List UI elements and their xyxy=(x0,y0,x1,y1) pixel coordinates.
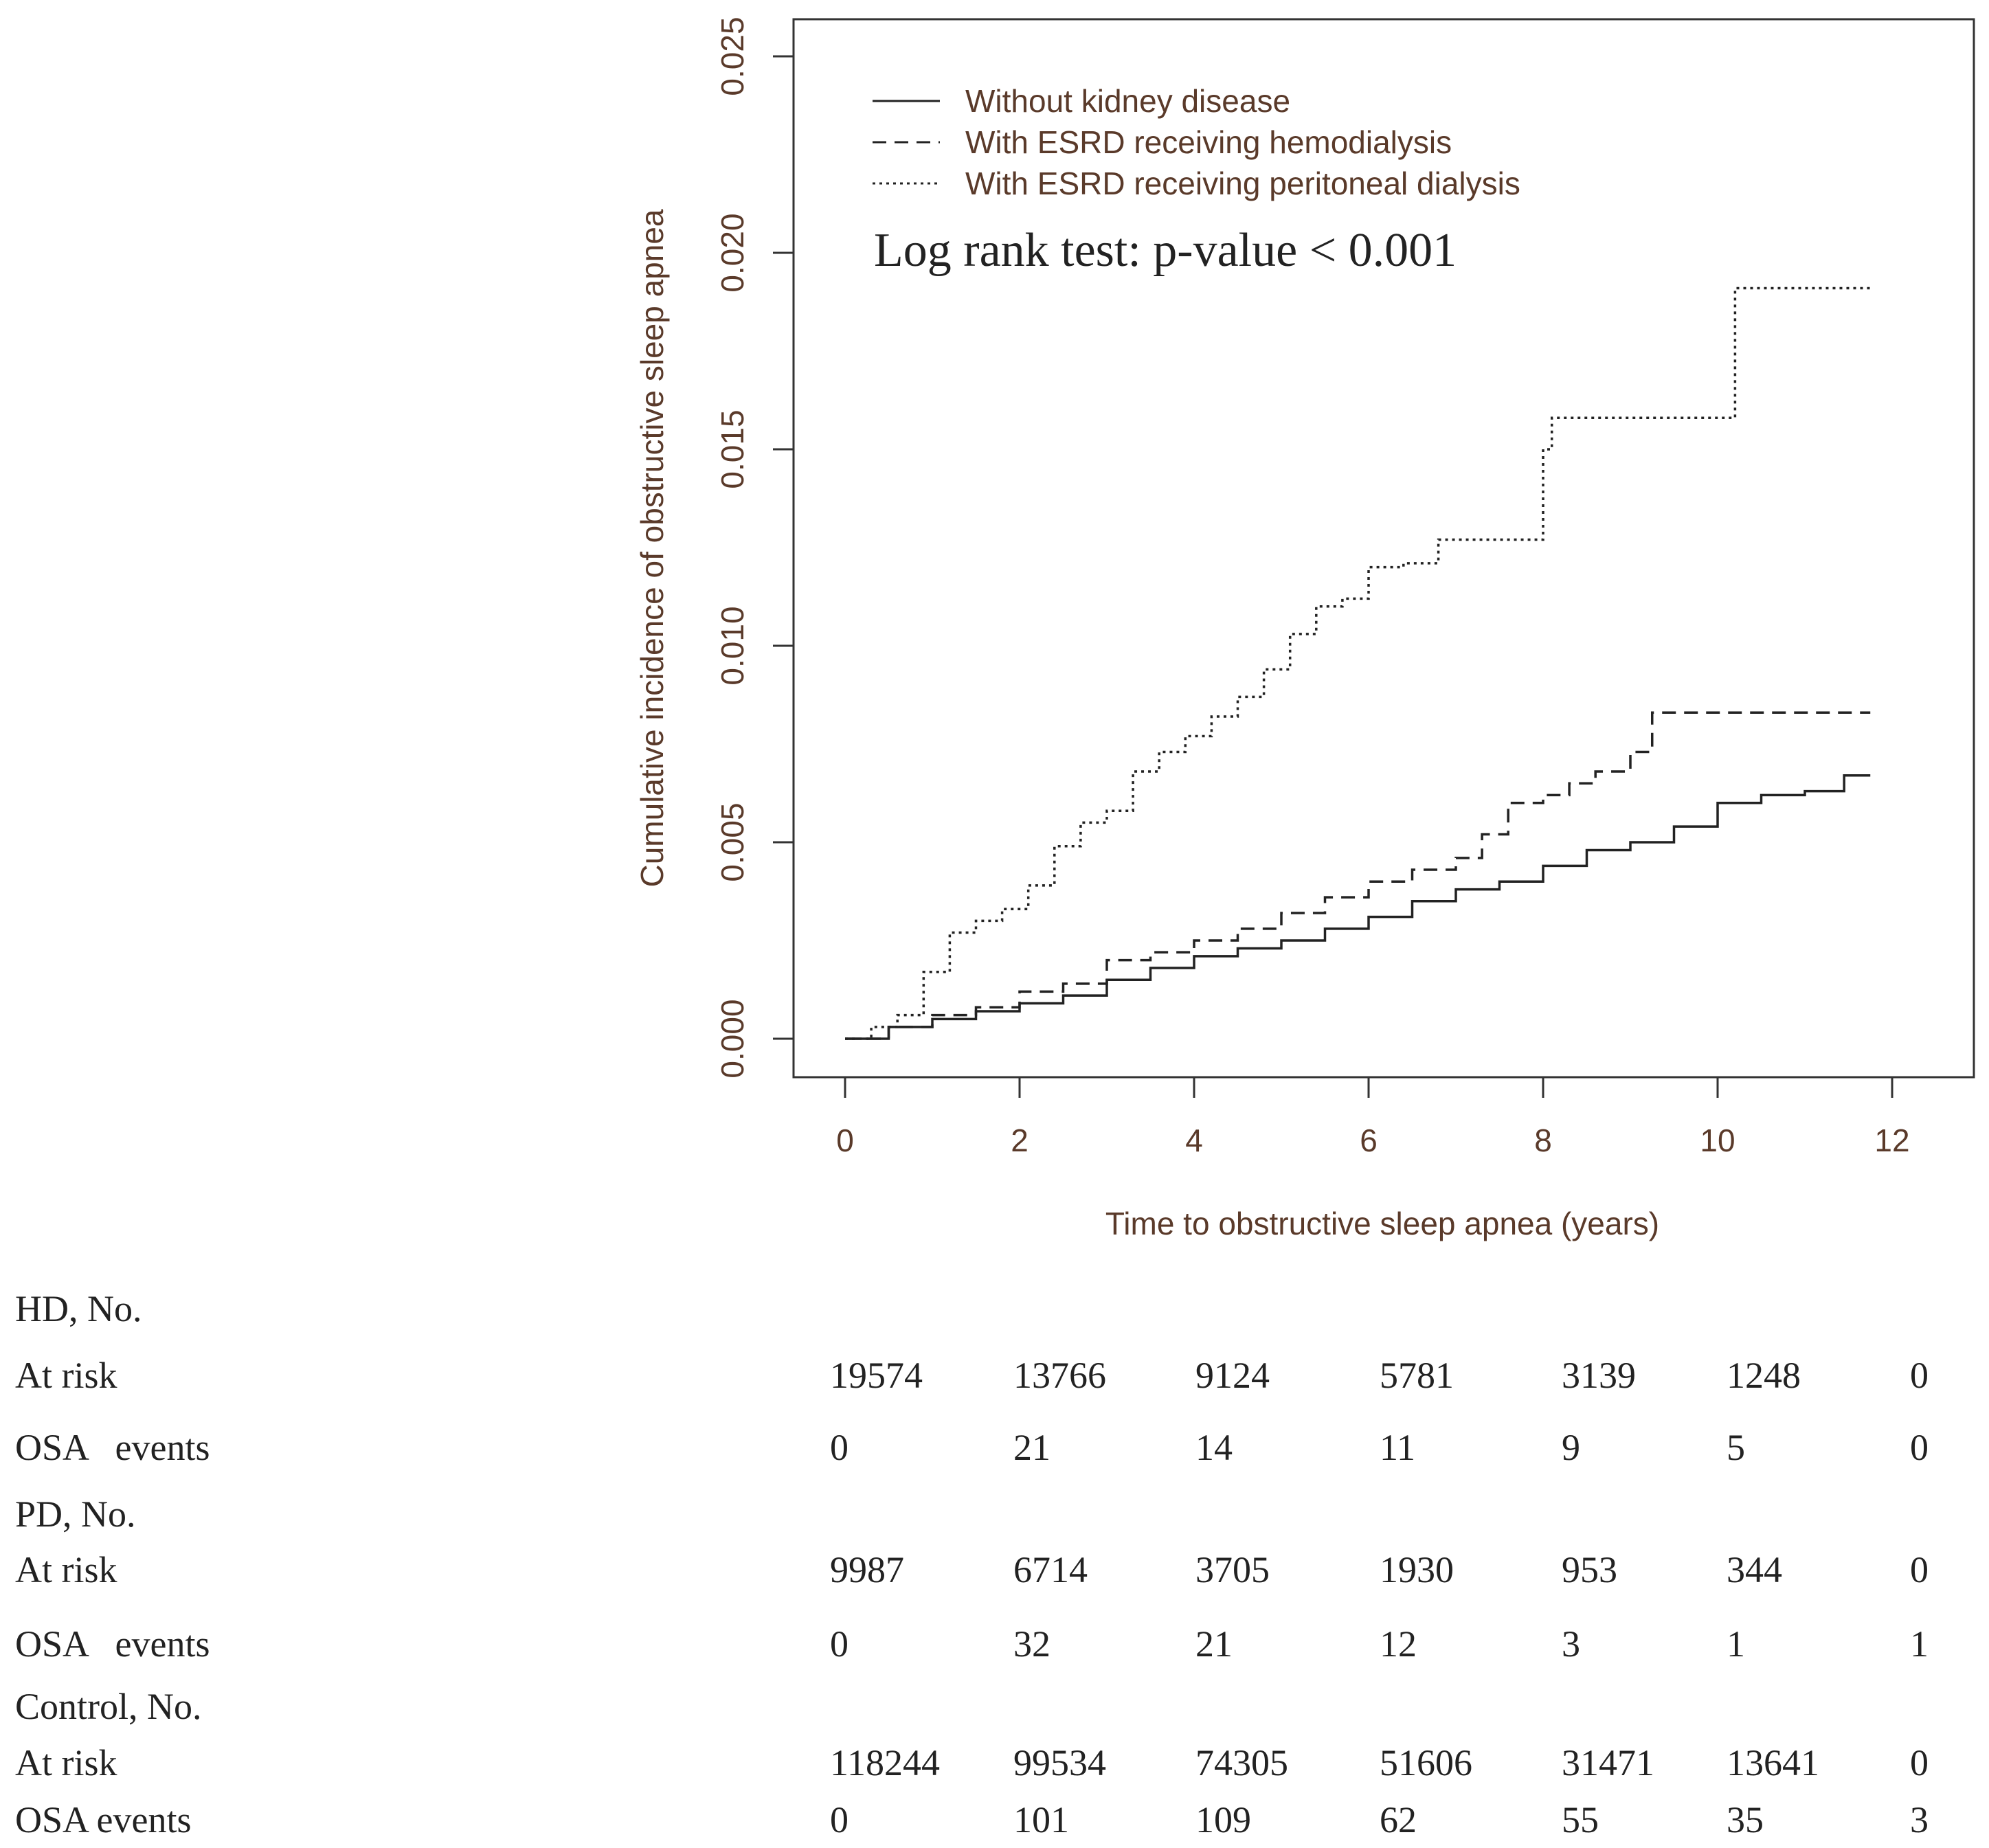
legend-label-peritoneal-dialysis: With ESRD receiving peritoneal dialysis xyxy=(965,166,1520,201)
pd-group-title: PD, No. xyxy=(15,1494,136,1535)
x-tick-label: 8 xyxy=(1534,1123,1552,1158)
risk-table-cell: 5781 xyxy=(1380,1355,1454,1396)
risk-table-cell: 118244 xyxy=(830,1742,940,1783)
y-tick-label: 0.020 xyxy=(715,213,750,292)
risk-table-cell: 3705 xyxy=(1195,1549,1270,1590)
risk-table-cell: 21 xyxy=(1195,1623,1233,1665)
hd-at-risk-label: At risk xyxy=(15,1355,117,1396)
control-at-risk-label: At risk xyxy=(15,1742,117,1783)
risk-table-cell: 13641 xyxy=(1727,1742,1819,1783)
risk-table-cell: 9124 xyxy=(1195,1355,1270,1396)
x-axis: 0 2 4 6 8 10 12 xyxy=(836,1076,1910,1158)
x-tick-label: 4 xyxy=(1185,1123,1203,1158)
series-line-dotted xyxy=(845,286,1871,1040)
risk-table: HD, No. At risk OSA events PD, No. At ri… xyxy=(15,1288,1929,1840)
pd-events-label: OSA events xyxy=(15,1623,210,1665)
y-tick-label: 0.000 xyxy=(715,999,750,1078)
risk-table-cell: 32 xyxy=(1013,1623,1050,1665)
risk-table-cell: 51606 xyxy=(1380,1742,1472,1783)
risk-table-cell: 35 xyxy=(1727,1799,1764,1840)
series-line-dashed xyxy=(845,711,1871,1040)
risk-table-cell: 1248 xyxy=(1727,1355,1801,1396)
risk-table-cell: 6714 xyxy=(1013,1549,1088,1590)
x-tick-label: 10 xyxy=(1700,1123,1735,1158)
x-tick-label: 2 xyxy=(1011,1123,1029,1158)
risk-table-cell: 0 xyxy=(830,1799,849,1840)
risk-table-cell: 62 xyxy=(1380,1799,1417,1840)
risk-table-cell: 99534 xyxy=(1013,1742,1106,1783)
risk-table-cell: 55 xyxy=(1562,1799,1599,1840)
risk-table-cell: 0 xyxy=(1910,1742,1929,1783)
y-tick-label: 0.005 xyxy=(715,802,750,881)
risk-table-cell: 1 xyxy=(1910,1623,1929,1665)
legend-label-without-kidney-disease: Without kidney disease xyxy=(965,83,1290,119)
risk-table-cell: 3 xyxy=(1910,1799,1929,1840)
series-line-solid xyxy=(845,774,1871,1040)
risk-table-cell: 19574 xyxy=(830,1355,923,1396)
legend-label-hemodialysis: With ESRD receiving hemodialysis xyxy=(965,124,1452,160)
series-layer xyxy=(845,286,1871,1040)
risk-table-cell: 344 xyxy=(1727,1549,1782,1590)
risk-table-cell: 0 xyxy=(830,1623,849,1665)
risk-table-cell: 9987 xyxy=(830,1549,904,1590)
risk-table-cell: 14 xyxy=(1195,1427,1233,1468)
y-tick-label: 0.015 xyxy=(715,409,750,488)
x-tick-label: 0 xyxy=(836,1123,854,1158)
x-axis-title: Time to obstructive sleep apnea (years) xyxy=(1105,1206,1659,1241)
risk-table-cell: 1 xyxy=(1727,1623,1745,1665)
risk-table-cell: 0 xyxy=(1910,1355,1929,1396)
risk-table-cell: 21 xyxy=(1013,1427,1050,1468)
hd-events-label: OSA events xyxy=(15,1427,210,1468)
risk-table-cell: 3139 xyxy=(1562,1355,1636,1396)
risk-table-cell: 1930 xyxy=(1380,1549,1454,1590)
risk-table-cell: 109 xyxy=(1195,1799,1251,1840)
risk-table-cell: 953 xyxy=(1562,1549,1617,1590)
risk-table-cell: 13766 xyxy=(1013,1355,1106,1396)
y-axis-title: Cumulative incidence of obstructive slee… xyxy=(634,209,670,887)
x-tick-label: 12 xyxy=(1874,1123,1909,1158)
risk-table-cell: 5 xyxy=(1727,1427,1745,1468)
risk-table-cell: 0 xyxy=(830,1427,849,1468)
pd-at-risk-label: At risk xyxy=(15,1549,117,1590)
log-rank-annotation: Log rank test: p-value < 0.001 xyxy=(874,224,1457,277)
risk-table-cell: 101 xyxy=(1013,1799,1069,1840)
hd-group-title: HD, No. xyxy=(15,1288,142,1329)
risk-table-cell: 9 xyxy=(1562,1427,1580,1468)
control-events-label: OSA events xyxy=(15,1799,192,1840)
y-axis: 0.000 0.005 0.010 0.015 0.020 0.025 xyxy=(715,16,795,1079)
risk-table-cell: 74305 xyxy=(1195,1742,1288,1783)
risk-table-cell: 11 xyxy=(1380,1427,1415,1468)
x-tick-label: 6 xyxy=(1360,1123,1378,1158)
risk-table-cell: 3 xyxy=(1562,1623,1580,1665)
y-tick-label: 0.010 xyxy=(715,606,750,685)
legend: Without kidney disease With ESRD receivi… xyxy=(873,83,1520,201)
control-group-title: Control, No. xyxy=(15,1686,202,1727)
risk-table-cells: 19574 13766 9124 5781 3139 1248 00 21 14 11 9 5 0998… xyxy=(830,1355,1929,1840)
risk-table-cell: 12 xyxy=(1380,1623,1417,1665)
risk-table-cell: 0 xyxy=(1910,1549,1929,1590)
risk-table-cell: 0 xyxy=(1910,1427,1929,1468)
y-tick-label: 0.025 xyxy=(715,16,750,95)
risk-table-cell: 31471 xyxy=(1562,1742,1654,1783)
